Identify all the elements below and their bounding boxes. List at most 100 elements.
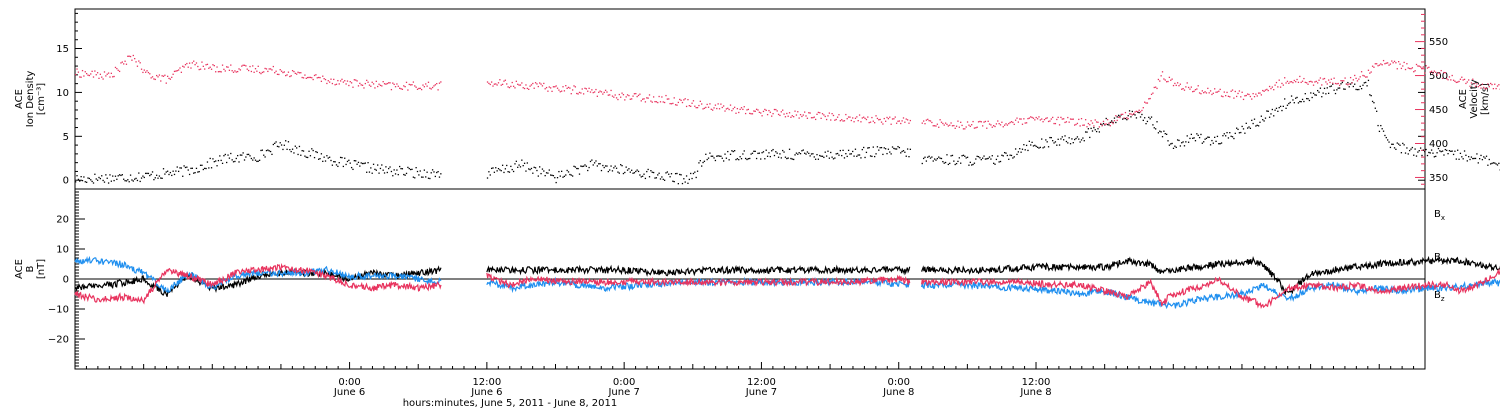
data-point xyxy=(276,145,279,148)
data-point xyxy=(153,78,155,80)
data-point xyxy=(1067,142,1069,144)
data-point xyxy=(1209,90,1212,92)
data-point xyxy=(574,166,577,168)
data-point xyxy=(1429,71,1431,73)
data-point xyxy=(951,125,954,127)
data-point xyxy=(1211,93,1213,96)
data-point xyxy=(559,91,561,93)
data-point xyxy=(744,112,747,115)
data-point xyxy=(571,89,574,91)
data-point xyxy=(578,173,581,175)
data-point xyxy=(895,148,898,150)
data-point xyxy=(1001,154,1003,156)
data-point xyxy=(1165,81,1168,83)
data-point xyxy=(209,157,211,160)
data-point xyxy=(1150,116,1153,118)
data-point xyxy=(1058,124,1061,126)
data-point xyxy=(180,167,183,169)
data-point xyxy=(341,156,343,159)
data-point xyxy=(995,158,998,161)
data-point xyxy=(640,176,642,178)
data-point xyxy=(271,69,273,71)
data-point xyxy=(1352,85,1354,88)
data-point xyxy=(685,175,688,177)
data-point xyxy=(400,167,402,170)
data-point xyxy=(1491,162,1493,165)
data-point xyxy=(747,158,750,160)
data-point xyxy=(488,171,490,173)
data-point xyxy=(743,106,745,108)
data-point xyxy=(950,122,952,124)
data-point xyxy=(1284,98,1286,100)
data-point xyxy=(1365,76,1367,78)
data-point xyxy=(360,84,362,86)
data-point xyxy=(628,94,630,97)
data-point xyxy=(98,77,100,79)
data-point xyxy=(1138,109,1140,111)
data-point xyxy=(1134,111,1136,113)
data-point xyxy=(1469,85,1471,87)
data-point xyxy=(783,113,785,115)
data-point xyxy=(202,168,204,171)
data-point xyxy=(179,167,181,169)
data-point xyxy=(173,70,176,73)
data-point xyxy=(496,170,498,172)
data-point xyxy=(895,122,898,124)
data-point xyxy=(771,150,773,152)
data-point xyxy=(1049,136,1051,139)
data-point xyxy=(394,86,397,88)
data-point xyxy=(1395,148,1397,151)
data-point xyxy=(1311,81,1313,83)
data-point xyxy=(1369,72,1371,74)
trace-segment xyxy=(921,255,1500,296)
data-point xyxy=(1001,121,1003,123)
data-point xyxy=(849,153,851,155)
data-point xyxy=(835,153,837,155)
data-point xyxy=(263,71,265,73)
data-point xyxy=(891,118,894,120)
data-point xyxy=(120,174,122,177)
data-point xyxy=(788,148,791,150)
data-point xyxy=(1233,137,1235,140)
data-point xyxy=(430,88,432,90)
data-point xyxy=(377,164,379,166)
data-point xyxy=(925,119,928,121)
data-point xyxy=(235,71,237,73)
data-point xyxy=(1373,66,1375,68)
data-point xyxy=(1278,79,1280,81)
data-point xyxy=(1003,151,1006,154)
data-point xyxy=(1306,82,1308,84)
data-point xyxy=(267,149,269,151)
data-point xyxy=(194,64,196,66)
data-point xyxy=(749,157,751,160)
data-point xyxy=(906,119,909,121)
data-point xyxy=(1402,142,1404,145)
data-point xyxy=(868,147,870,149)
data-point xyxy=(187,66,189,68)
data-point xyxy=(1369,94,1371,96)
data-point xyxy=(412,81,415,83)
data-point xyxy=(528,88,530,90)
data-point xyxy=(1045,117,1047,120)
data-point xyxy=(979,120,981,123)
data-point xyxy=(1139,116,1142,118)
data-point xyxy=(780,157,782,159)
velocity-tick-label: 400 xyxy=(1429,139,1448,150)
data-point xyxy=(850,153,852,155)
data-point xyxy=(834,157,836,159)
data-point xyxy=(757,109,759,111)
data-point xyxy=(1325,81,1327,83)
data-point xyxy=(1057,138,1059,140)
data-point xyxy=(269,68,272,70)
data-point xyxy=(861,148,863,151)
data-point xyxy=(805,115,807,117)
data-point xyxy=(1172,147,1175,149)
data-point xyxy=(260,149,262,152)
data-point xyxy=(882,123,884,125)
data-point xyxy=(90,73,92,75)
data-point xyxy=(786,157,788,160)
data-point xyxy=(853,155,855,157)
data-point xyxy=(291,148,294,150)
data-point xyxy=(817,158,820,160)
data-point xyxy=(99,177,102,180)
